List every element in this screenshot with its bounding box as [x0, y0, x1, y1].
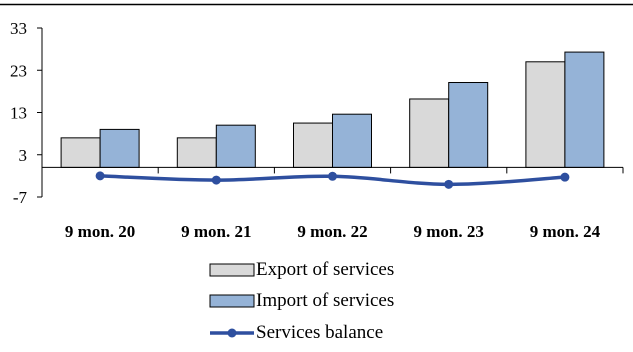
bar-import — [99, 128, 140, 168]
balance-point — [95, 171, 105, 181]
bar-import — [332, 113, 372, 168]
x-tick-label: 9 mon. 21 — [181, 222, 251, 241]
balance-point — [211, 175, 221, 185]
bar-import — [215, 124, 256, 168]
y-tick-label: 23 — [10, 61, 27, 80]
y-axis: 33 23 13 3 -7 — [10, 19, 43, 207]
legend: Export of services Import of services Serv… — [209, 259, 394, 343]
y-tick-label: 3 — [19, 146, 28, 165]
bar-export — [409, 98, 450, 168]
bar-import — [448, 82, 489, 168]
bar-export — [293, 122, 333, 168]
bar-export — [60, 137, 101, 168]
bar-import — [564, 51, 605, 168]
balance-point — [560, 172, 570, 182]
x-tick-label: 9 mon. 24 — [530, 222, 601, 241]
x-tick-labels: 9 mon. 20 9 mon. 21 9 mon. 22 9 mon. 23 9 mo… — [65, 222, 601, 241]
x-tick-label: 9 mon. 23 — [414, 222, 484, 241]
balance-point — [328, 171, 337, 181]
bar-export — [525, 61, 566, 168]
balance-point — [444, 179, 454, 189]
x-tick-label: 9 mon. 20 — [65, 222, 135, 241]
legend-label: Import of services — [256, 290, 394, 311]
legend-swatch-export — [209, 263, 255, 277]
legend-swatch-import — [209, 294, 255, 308]
x-axis — [41, 166, 624, 174]
legend-label: Services balance — [256, 322, 383, 343]
y-tick-label: 33 — [10, 19, 27, 38]
y-tick-label: 13 — [10, 104, 27, 123]
balance-line — [95, 171, 570, 189]
legend-label: Export of services — [256, 259, 394, 280]
y-tick-label: -7 — [13, 188, 28, 207]
legend-swatch-balance-marker — [227, 328, 237, 338]
bars — [60, 51, 605, 168]
x-tick-label: 9 mon. 22 — [297, 222, 367, 241]
bar-export — [176, 137, 217, 168]
